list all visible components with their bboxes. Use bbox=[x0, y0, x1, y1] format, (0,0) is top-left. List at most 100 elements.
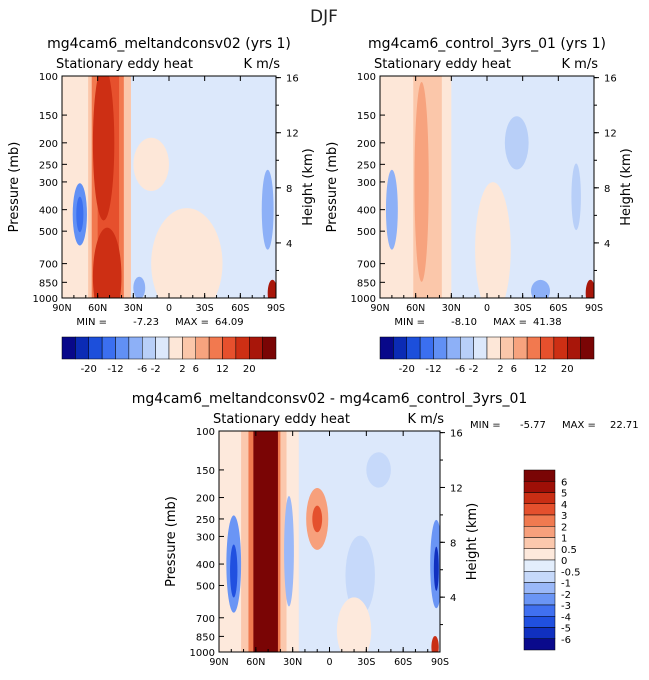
max-label: MAX = bbox=[562, 420, 596, 431]
y2-tick-label: 8 bbox=[286, 184, 292, 195]
colorbar-tick-label: -6 bbox=[137, 364, 147, 375]
colorbar-cell bbox=[208, 336, 223, 360]
weak-positive-mid bbox=[475, 182, 511, 298]
y-tick-label: 400 bbox=[357, 206, 376, 217]
min-value: -5.77 bbox=[520, 420, 546, 431]
negative-core-78n bbox=[230, 544, 238, 598]
y-tick-label: 850 bbox=[39, 278, 58, 289]
colorbar-tick-label: 0.5 bbox=[561, 545, 577, 556]
x-tick-label: 60S bbox=[549, 303, 567, 314]
y2-axis-label: Height (km) bbox=[619, 148, 634, 225]
y2-tick-label: 4 bbox=[450, 593, 456, 604]
colorbar-tick-label: 2 bbox=[179, 364, 185, 375]
positive-core-equator bbox=[312, 505, 323, 533]
colorbar-cell bbox=[523, 469, 556, 482]
max-value: 22.71 bbox=[610, 420, 639, 431]
x-tick-label: 90N bbox=[209, 657, 228, 668]
positive-core-upper bbox=[92, 76, 115, 221]
colorbar-cell bbox=[446, 336, 461, 360]
negative-small-lower bbox=[133, 276, 146, 298]
colorbar-cell bbox=[523, 514, 556, 527]
max-value: 64.09 bbox=[215, 317, 244, 328]
min-value: -7.23 bbox=[133, 317, 159, 328]
x-tick-label: 60S bbox=[394, 657, 412, 668]
right-string: K m/s bbox=[562, 57, 599, 72]
colorbar-tick-label: -0.5 bbox=[561, 567, 581, 578]
colorbar-cell bbox=[523, 481, 556, 493]
colorbar-cell bbox=[473, 336, 488, 360]
x-tick-label: 0 bbox=[166, 303, 172, 314]
negative-core-75n bbox=[76, 196, 84, 233]
colorbar-cell bbox=[419, 336, 434, 360]
y-tick-label: 300 bbox=[357, 178, 376, 189]
colorbar-tick-label: 6 bbox=[511, 364, 517, 375]
colorbar-cell bbox=[88, 336, 103, 360]
y-tick-label: 400 bbox=[196, 560, 215, 571]
min-label: MIN = bbox=[394, 317, 425, 328]
negative-cell-25s bbox=[345, 535, 375, 616]
colorbar-cell bbox=[235, 336, 250, 360]
max-value: 41.38 bbox=[533, 317, 562, 328]
y-tick-label: 500 bbox=[39, 227, 58, 238]
positive-core-lower bbox=[92, 227, 122, 298]
negative-small-lower-sh bbox=[530, 279, 551, 298]
colorbar-cell bbox=[553, 336, 568, 360]
colorbar-tick-label: 6 bbox=[193, 364, 199, 375]
right-string: K m/s bbox=[244, 57, 281, 72]
positive-surface-90s bbox=[585, 279, 594, 298]
x-tick-label: 0 bbox=[484, 303, 490, 314]
panel-title: mg4cam6_meltandconsv02 - mg4cam6_control… bbox=[132, 391, 528, 407]
colorbar-tick-label: 12 bbox=[534, 364, 547, 375]
x-tick-label: 90S bbox=[431, 657, 449, 668]
colorbar-cell bbox=[155, 336, 170, 360]
y-axis-label: Pressure (mb) bbox=[7, 142, 22, 233]
y2-tick-label: 4 bbox=[604, 239, 610, 250]
x-tick-label: 90S bbox=[585, 303, 603, 314]
colorbar-cell bbox=[379, 336, 394, 360]
weak-positive-tropics bbox=[133, 137, 170, 191]
y-tick-label: 700 bbox=[39, 260, 58, 271]
colorbar-tick-label: 3 bbox=[561, 511, 567, 522]
colorbar-cell bbox=[523, 571, 556, 583]
y-tick-label: 300 bbox=[196, 532, 215, 543]
max-label: MAX = bbox=[493, 317, 527, 328]
colorbar-cell bbox=[101, 336, 116, 360]
x-tick-label: 60N bbox=[406, 303, 425, 314]
colorbar-cell bbox=[61, 336, 76, 360]
colorbar-tick-label: 4 bbox=[561, 500, 567, 511]
x-tick-label: 60S bbox=[231, 303, 249, 314]
colorbar-cell bbox=[523, 638, 556, 651]
colorbar-tick-label: 20 bbox=[561, 364, 574, 375]
colorbar-cell bbox=[168, 336, 183, 360]
y-tick-label: 200 bbox=[357, 139, 376, 150]
y-axis-label: Pressure (mb) bbox=[164, 496, 179, 587]
colorbar-cell bbox=[513, 336, 528, 360]
y-tick-label: 200 bbox=[39, 139, 58, 150]
y-tick-label: 100 bbox=[357, 72, 376, 83]
colorbar-cell bbox=[523, 492, 556, 504]
colorbar-cell bbox=[393, 336, 407, 360]
panel-title: mg4cam6_meltandconsv02 (yrs 1) bbox=[47, 36, 291, 52]
y-tick-label: 1000 bbox=[351, 294, 376, 305]
colorbar-cell bbox=[222, 336, 237, 360]
colorbar-cell bbox=[523, 548, 556, 561]
x-tick-label: 30S bbox=[514, 303, 532, 314]
y-tick-label: 500 bbox=[196, 581, 215, 592]
colorbar-cell bbox=[523, 593, 556, 606]
min-label: MIN = bbox=[76, 317, 107, 328]
left-string: Stationary eddy heat bbox=[213, 412, 350, 427]
colorbar-cell bbox=[115, 336, 130, 360]
panel-title: mg4cam6_control_3yrs_01 (yrs 1) bbox=[368, 36, 606, 52]
x-tick-label: 60N bbox=[88, 303, 107, 314]
positive-surface-90s bbox=[431, 636, 439, 652]
x-tick-label: 0 bbox=[326, 657, 332, 668]
colorbar-cell bbox=[567, 336, 581, 360]
negative-cell-75s bbox=[571, 163, 581, 231]
colorbar-tick-label: -6 bbox=[561, 635, 571, 646]
colorbar-tick-label: -2 bbox=[151, 364, 161, 375]
colorbar-tick-label: 5 bbox=[561, 489, 567, 500]
y-tick-label: 1000 bbox=[33, 294, 58, 305]
max-label: MAX = bbox=[175, 317, 209, 328]
negative-upper-sh bbox=[366, 452, 391, 488]
